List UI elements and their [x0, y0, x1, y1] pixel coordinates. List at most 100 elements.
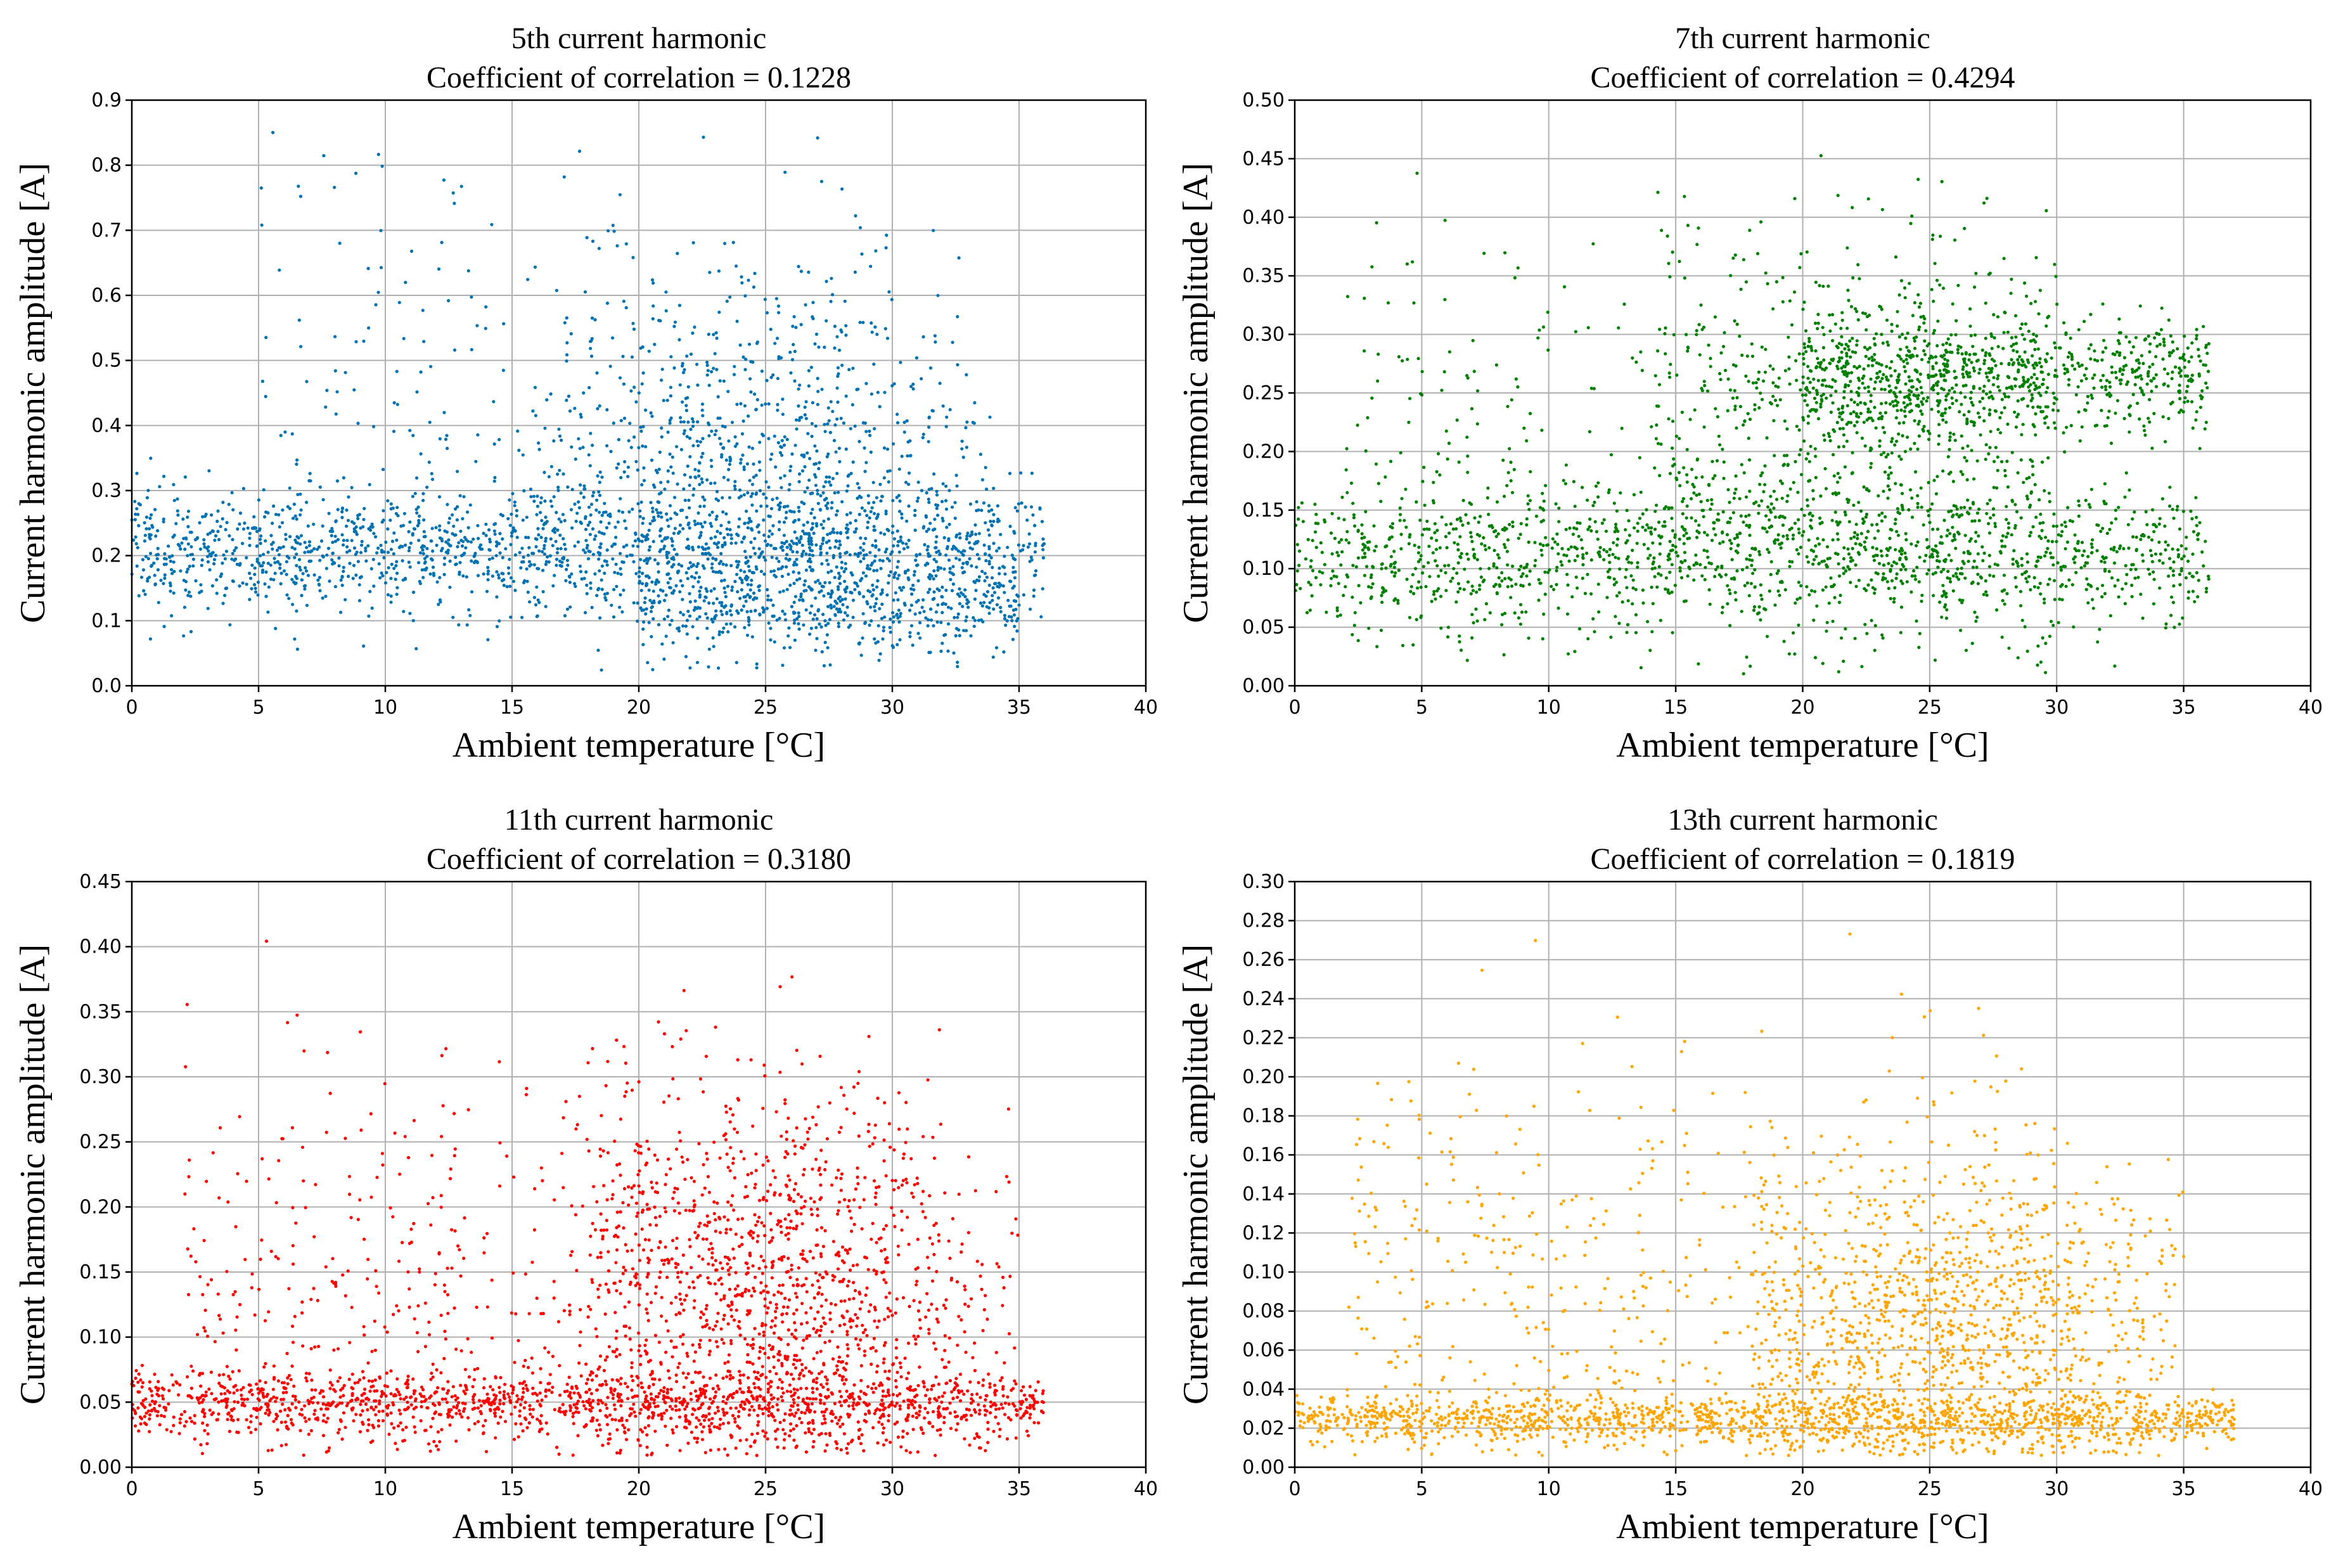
scatter-point: [1372, 524, 1376, 528]
scatter-point: [827, 419, 831, 423]
scatter-point: [492, 529, 496, 533]
scatter-point: [807, 553, 812, 556]
scatter-point: [1432, 501, 1435, 504]
scatter-point: [376, 546, 380, 550]
scatter-point: [1389, 563, 1393, 567]
scatter-point: [705, 363, 709, 368]
scatter-point: [843, 588, 847, 592]
scatter-point: [1859, 532, 1863, 536]
scatter-point: [797, 404, 800, 408]
scatter-point: [935, 620, 939, 624]
scatter-point: [2006, 522, 2010, 525]
scatter-point: [474, 459, 478, 463]
scatter-point: [182, 634, 186, 638]
scatter-point: [1413, 543, 1416, 548]
scatter-point: [669, 355, 673, 359]
scatter-point: [662, 657, 666, 661]
scatter-point: [970, 564, 973, 568]
scatter-point: [605, 526, 609, 530]
scatter-point: [640, 539, 644, 543]
scatter-point: [985, 605, 989, 609]
scatter-point: [1769, 494, 1773, 498]
scatter-point: [620, 510, 625, 514]
scatter-point: [611, 557, 615, 561]
scatter-point: [737, 525, 741, 529]
scatter-point: [1597, 610, 1601, 614]
scatter-point: [459, 529, 463, 533]
scatter-point: [651, 506, 655, 510]
scatter-point: [2169, 566, 2172, 570]
scatter-point: [2072, 625, 2076, 629]
scatter-point: [678, 590, 682, 594]
scatter-point: [837, 585, 840, 589]
scatter-point: [792, 520, 795, 524]
scatter-point: [696, 469, 700, 473]
scatter-point: [980, 570, 984, 574]
scatter-point: [2091, 598, 2095, 601]
scatter-point: [682, 487, 686, 491]
scatter-point: [221, 601, 225, 605]
scatter-point: [949, 607, 953, 610]
scatter-point: [1537, 578, 1541, 582]
scatter-point: [647, 588, 651, 592]
scatter-point: [1954, 399, 1958, 402]
scatter-point: [648, 556, 652, 560]
scatter-point: [966, 605, 970, 609]
scatter-point: [1439, 569, 1443, 572]
scatter-point: [537, 441, 541, 445]
scatter-point: [421, 309, 425, 312]
y-axis-label: Current harmonic amplitude [A]: [13, 163, 53, 623]
scatter-point: [418, 551, 423, 555]
scatter-point: [248, 598, 252, 601]
scatter-point: [1534, 558, 1537, 562]
scatter-point: [804, 303, 807, 307]
scatter-point: [1041, 543, 1045, 546]
scatter-point: [1427, 544, 1431, 548]
scatter-point: [1010, 619, 1014, 622]
scatter-point: [845, 513, 849, 517]
scatter-point: [2084, 588, 2088, 591]
scatter-point: [488, 548, 492, 552]
scatter-point: [1842, 390, 1846, 394]
scatter-point: [908, 631, 912, 634]
scatter-point: [439, 600, 442, 604]
scatter-point: [683, 498, 687, 503]
scatter-point: [728, 456, 732, 459]
scatter-point: [616, 520, 620, 524]
scatter-point: [836, 366, 840, 370]
scatter-point: [350, 539, 354, 543]
scatter-point: [726, 390, 730, 394]
scatter-point: [357, 513, 362, 517]
scatter-point: [698, 461, 702, 465]
scatter-point: [189, 594, 193, 598]
scatter-point: [1651, 541, 1655, 545]
y-tick-label: 0.8: [91, 155, 122, 177]
scatter-point: [588, 464, 592, 468]
scatter-point: [857, 486, 861, 490]
scatter-point: [753, 271, 757, 275]
scatter-point: [684, 655, 688, 659]
scatter-point: [1971, 565, 1975, 569]
scatter-point: [861, 636, 864, 640]
scatter-point: [765, 543, 769, 548]
scatter-point: [750, 482, 755, 486]
scatter-point: [805, 451, 809, 455]
scatter-point: [747, 565, 750, 569]
scatter-point: [1557, 520, 1561, 524]
scatter-point: [1816, 537, 1819, 541]
scatter-point: [1615, 537, 1620, 541]
scatter-point: [2012, 549, 2016, 553]
scatter-point: [508, 584, 512, 588]
scatter-point: [743, 549, 747, 553]
scatter-point: [679, 420, 683, 424]
scatter-point: [958, 532, 961, 536]
scatter-point: [1707, 588, 1711, 592]
scatter-point: [828, 581, 831, 584]
scatter-point: [307, 540, 312, 544]
scatter-point: [651, 483, 655, 487]
scatter-point: [722, 536, 726, 540]
scatter-point: [1031, 513, 1035, 517]
scatter-point: [1477, 588, 1482, 591]
scatter-point: [150, 513, 153, 517]
scatter-point: [741, 419, 745, 423]
